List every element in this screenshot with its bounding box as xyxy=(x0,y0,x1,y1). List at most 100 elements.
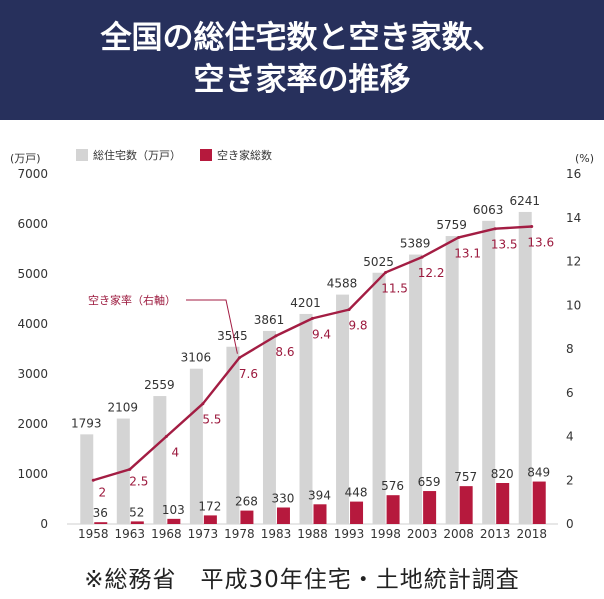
data-label-total: 5025 xyxy=(363,255,394,269)
vacancy-rate-label: 12.2 xyxy=(418,266,445,280)
vacancy-rate-point xyxy=(237,356,241,360)
legend-swatch-total xyxy=(76,149,88,161)
data-label-total: 6241 xyxy=(509,194,540,208)
data-label-vacant: 448 xyxy=(345,486,368,500)
y-right-tick-label: 2 xyxy=(566,473,574,487)
y-right-tick-label: 16 xyxy=(566,167,581,181)
x-tick-label: 1958 xyxy=(78,527,109,541)
bar-vacant-houses xyxy=(167,518,181,524)
y-right-tick-label: 6 xyxy=(566,386,574,400)
chart-title-line-2: 空き家率の推移 xyxy=(193,62,411,98)
chart-title-line-1: 全国の総住宅数と空き家数、 xyxy=(100,20,504,56)
bar-vacant-houses xyxy=(350,501,364,524)
data-label-vacant: 172 xyxy=(198,499,221,513)
data-label-vacant: 330 xyxy=(272,492,295,506)
title-banner: 全国の総住宅数と空き家数、 空き家率の推移 xyxy=(0,0,604,120)
bar-vacant-houses xyxy=(459,486,473,524)
y-left-tick-label: 5000 xyxy=(17,267,48,281)
data-label-total: 5759 xyxy=(436,218,467,232)
data-label-vacant: 757 xyxy=(454,470,477,484)
bar-total-housing xyxy=(409,254,423,525)
data-label-vacant: 576 xyxy=(381,479,404,493)
bar-total-housing xyxy=(153,396,167,524)
vacancy-rate-point xyxy=(274,334,278,338)
x-tick-label: 1978 xyxy=(224,527,255,541)
legend-swatch-vacant xyxy=(200,149,212,161)
bar-vacant-houses xyxy=(532,481,546,524)
bar-vacant-houses xyxy=(313,504,327,524)
bar-vacant-houses xyxy=(496,483,510,524)
data-label-vacant: 659 xyxy=(418,475,441,489)
vacancy-rate-point xyxy=(347,308,351,312)
legend-label-vacant: 空き家総数 xyxy=(217,148,272,162)
vacancy-rate-label: 8.6 xyxy=(275,345,294,359)
x-tick-label: 1988 xyxy=(297,527,328,541)
vacancy-rate-label: 13.6 xyxy=(527,236,554,250)
data-label-total: 3861 xyxy=(254,313,285,327)
vacancy-rate-label: 5.5 xyxy=(202,413,221,427)
data-label-total: 5389 xyxy=(400,237,431,251)
vacancy-rate-label: 2 xyxy=(98,485,106,499)
y-left-tick-label: 2000 xyxy=(17,417,48,431)
y-right-tick-label: 0 xyxy=(566,517,574,531)
vacancy-rate-label: 9.8 xyxy=(348,319,367,333)
x-tick-label: 1968 xyxy=(151,527,182,541)
bar-total-housing xyxy=(336,294,350,524)
vacancy-rate-label: 9.4 xyxy=(312,327,331,341)
vacancy-rate-label: 4 xyxy=(172,446,180,460)
data-label-total: 3106 xyxy=(181,351,212,365)
y-left-tick-label: 6000 xyxy=(17,217,48,231)
x-tick-label: 1983 xyxy=(261,527,292,541)
data-label-vacant: 103 xyxy=(162,503,185,517)
bar-total-housing xyxy=(80,434,94,524)
y-left-tick-label: 0 xyxy=(40,517,48,531)
data-label-vacant: 268 xyxy=(235,495,258,509)
y-right-tick-label: 12 xyxy=(566,255,581,269)
y-left-tick-label: 7000 xyxy=(17,167,48,181)
y-left-tick-label: 1000 xyxy=(17,467,48,481)
bar-vacant-houses xyxy=(203,515,217,524)
bar-vacant-houses xyxy=(240,510,254,524)
vacancy-rate-point xyxy=(384,270,388,274)
y-right-tick-label: 14 xyxy=(566,211,581,225)
x-tick-label: 2018 xyxy=(516,527,547,541)
data-label-total: 4588 xyxy=(327,277,358,291)
bar-total-housing xyxy=(445,236,459,525)
data-label-total: 6063 xyxy=(473,203,504,217)
line-series-callout: 空き家率（右軸） xyxy=(88,293,176,307)
data-label-vacant: 820 xyxy=(491,467,514,481)
vacancy-rate-point xyxy=(164,435,168,438)
vacancy-rate-point xyxy=(201,402,205,406)
vacancy-rate-point xyxy=(91,478,95,482)
bar-total-housing xyxy=(299,313,313,524)
data-label-total: 3545 xyxy=(217,329,248,343)
data-label-vacant: 52 xyxy=(129,505,144,519)
x-tick-label: 1993 xyxy=(334,527,365,541)
bar-total-housing xyxy=(262,330,276,524)
vacancy-rate-point xyxy=(530,225,534,228)
bar-vacant-houses xyxy=(276,507,290,524)
bar-vacant-houses xyxy=(94,522,108,524)
y-left-tick-label: 4000 xyxy=(17,317,48,331)
data-label-total: 1793 xyxy=(71,416,102,430)
x-tick-label: 2013 xyxy=(480,527,511,541)
y-left-unit-label: (万戸) xyxy=(10,152,41,165)
chart: (万戸) 0 1000 2000 3000 4000 5000 6000 7000 (%) 0 2 4 6… xyxy=(10,148,594,541)
bar-total-housing xyxy=(372,272,386,524)
x-tick-label: 1998 xyxy=(370,527,401,541)
data-label-vacant: 36 xyxy=(93,506,108,520)
source-note: ※総務省 平成30年住宅・土地統計調査 xyxy=(84,567,520,593)
bar-vacant-houses xyxy=(423,491,437,524)
x-tick-label: 2003 xyxy=(407,527,438,541)
y-right-unit-label: (%) xyxy=(575,152,594,165)
y-right-tick-label: 8 xyxy=(566,342,574,356)
vacancy-rate-label: 13.1 xyxy=(454,246,481,260)
data-label-vacant: 849 xyxy=(527,466,550,480)
bar-vacant-houses xyxy=(386,495,400,524)
bar-total-housing xyxy=(226,346,240,524)
vacancy-rate-label: 13.5 xyxy=(491,238,518,252)
y-right-tick-label: 4 xyxy=(566,430,574,444)
data-label-total: 4201 xyxy=(290,296,321,310)
bar-vacant-houses xyxy=(130,521,144,524)
vacancy-rate-label: 2.5 xyxy=(129,474,148,488)
